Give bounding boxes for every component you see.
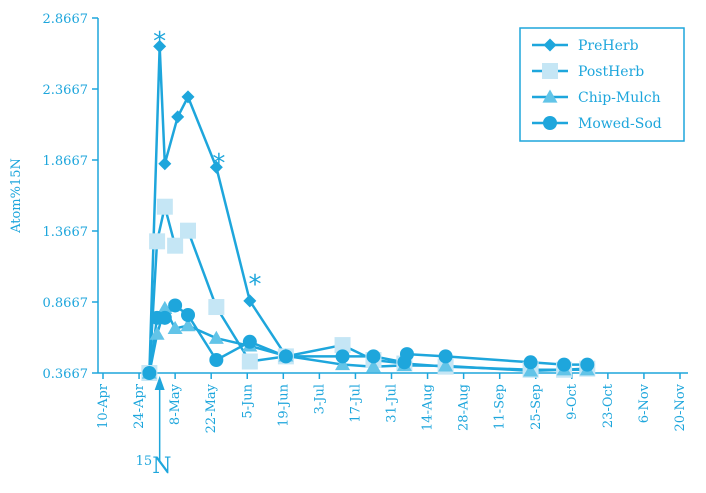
x-tick-label: 5-Jun xyxy=(240,383,255,418)
significance-marker: * xyxy=(248,270,261,300)
data-point-postherb xyxy=(149,233,166,250)
legend-marker-preherb xyxy=(543,38,557,52)
data-point-mowed-sod xyxy=(209,353,224,368)
data-point-chip-mulch xyxy=(365,359,381,373)
annotation-arrow-head xyxy=(154,376,165,390)
data-point-postherb xyxy=(180,222,197,239)
x-tick-label: 31-Jul xyxy=(385,384,400,423)
x-tick-label: 20-Nov xyxy=(673,383,688,431)
y-tick-label: 2.8667 xyxy=(43,12,89,27)
y-tick-label: 0.3667 xyxy=(43,367,89,382)
y-axis-title: Atom%15N xyxy=(9,158,24,234)
data-point-chip-mulch xyxy=(157,300,173,315)
x-tick-label: 6-Nov xyxy=(637,383,652,423)
data-point-mowed-sod xyxy=(181,308,196,323)
legend-marker-postherb xyxy=(542,63,558,79)
data-point-mowed-sod xyxy=(242,334,257,349)
data-point-preherb xyxy=(181,90,195,104)
annotation-label: 15N xyxy=(136,454,172,479)
x-tick-label: 23-Oct xyxy=(601,383,616,428)
legend-marker-chip-mulch xyxy=(542,89,558,103)
legend-label: Mowed-Sod xyxy=(578,116,662,132)
legend: PreHerb PostHerb Chip-Mulch Mowed-Sod xyxy=(519,27,685,142)
data-point-mowed-sod xyxy=(523,355,538,370)
data-point-postherb xyxy=(167,237,184,254)
y-tick-label: 1.3667 xyxy=(43,225,89,240)
x-tick-label: 11-Sep xyxy=(493,384,508,430)
x-tick-label: 3-Jul xyxy=(312,384,327,414)
data-point-preherb xyxy=(243,294,257,308)
data-point-postherb xyxy=(156,198,173,215)
data-point-preherb xyxy=(209,160,223,174)
data-point-postherb xyxy=(241,353,258,370)
legend-label: PostHerb xyxy=(578,64,644,80)
data-point-chip-mulch xyxy=(335,357,351,371)
x-tick-label: 8-May xyxy=(168,383,183,425)
data-point-chip-mulch xyxy=(167,320,183,335)
data-point-preherb xyxy=(158,157,172,171)
legend-label: Chip-Mulch xyxy=(578,90,661,106)
legend-label: PreHerb xyxy=(578,38,639,54)
y-tick-label: 1.8667 xyxy=(43,154,89,169)
data-point-mowed-sod xyxy=(557,357,572,372)
series-line-preherb xyxy=(148,45,287,374)
data-point-mowed-sod xyxy=(580,357,595,372)
data-point-mowed-sod xyxy=(157,310,172,325)
x-tick-label: 24-Apr xyxy=(132,383,147,429)
data-point-preherb xyxy=(153,39,167,53)
significance-marker: * xyxy=(212,149,225,179)
x-tick-label: 9-Oct xyxy=(565,383,580,420)
data-point-mowed-sod xyxy=(438,349,453,364)
data-point-chip-mulch xyxy=(180,318,196,332)
significance-marker: * xyxy=(153,27,166,57)
y-tick-label: 2.3667 xyxy=(43,83,89,98)
data-point-chip-mulch xyxy=(149,326,165,340)
x-tick-label: 10-Apr xyxy=(96,383,111,429)
data-point-postherb xyxy=(208,299,225,316)
data-point-chip-mulch xyxy=(523,363,539,377)
data-point-mowed-sod xyxy=(335,349,350,364)
x-tick-label: 22-May xyxy=(204,383,219,433)
x-tick-label: 28-Aug xyxy=(457,384,472,431)
series-line-postherb xyxy=(148,205,588,374)
data-point-mowed-sod xyxy=(399,347,414,362)
y-tick-label: 0.8667 xyxy=(43,296,89,311)
x-tick-label: 14-Aug xyxy=(421,384,436,431)
x-tick-label: 19-Jun xyxy=(276,383,291,427)
legend-marker-mowed-sod xyxy=(543,116,557,130)
data-point-preherb xyxy=(171,110,185,124)
data-point-preherb xyxy=(142,366,156,380)
data-point-preherb xyxy=(279,349,293,363)
data-point-mowed-sod xyxy=(366,349,381,364)
data-point-chip-mulch xyxy=(208,330,224,344)
x-tick-label: 25-Sep xyxy=(529,384,544,430)
data-point-chip-mulch xyxy=(438,358,454,372)
data-point-postherb xyxy=(334,337,351,354)
x-tick-label: 17-Jul xyxy=(348,384,363,423)
data-point-mowed-sod xyxy=(168,298,183,313)
